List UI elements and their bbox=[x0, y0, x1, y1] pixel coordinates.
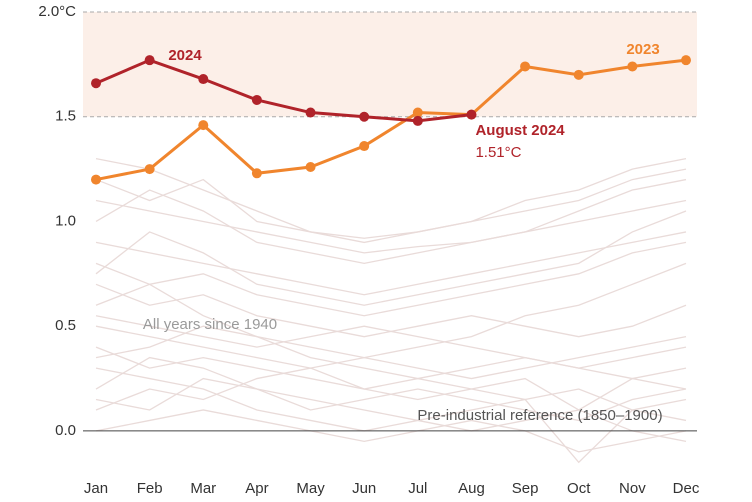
data-point bbox=[466, 109, 477, 120]
x-tick-label: Jul bbox=[408, 480, 427, 497]
data-point bbox=[359, 111, 370, 122]
data-point bbox=[412, 115, 423, 126]
background-line bbox=[95, 157, 687, 244]
x-tick-label: Feb bbox=[137, 480, 163, 497]
series-line bbox=[95, 58, 687, 182]
background-line bbox=[95, 325, 687, 380]
data-point bbox=[305, 162, 316, 172]
background-line bbox=[95, 367, 687, 432]
series-label: 2024 bbox=[168, 47, 202, 64]
background-line bbox=[95, 231, 687, 296]
x-tick-label: Jun bbox=[352, 480, 376, 497]
x-tick-label: Dec bbox=[673, 480, 700, 497]
background-line bbox=[95, 346, 687, 390]
data-point bbox=[681, 55, 691, 66]
y-tick-label: 0.0 bbox=[55, 422, 76, 439]
background-line bbox=[95, 241, 687, 317]
x-tick-label: Apr bbox=[245, 480, 268, 497]
background-line bbox=[95, 377, 687, 422]
data-point bbox=[627, 61, 638, 72]
background-line bbox=[95, 199, 687, 254]
data-point bbox=[359, 141, 370, 152]
threshold-band bbox=[83, 12, 697, 117]
background-line bbox=[95, 178, 687, 265]
series-label: 2023 bbox=[626, 41, 659, 58]
data-point bbox=[305, 107, 316, 118]
x-tick-label: Sep bbox=[512, 480, 539, 497]
background-line bbox=[95, 315, 687, 369]
y-tick-label: 1.0 bbox=[55, 212, 76, 229]
x-tick-label: May bbox=[296, 480, 325, 497]
data-point bbox=[91, 174, 101, 185]
data-point bbox=[412, 107, 423, 118]
background-line bbox=[95, 409, 687, 453]
data-point bbox=[251, 94, 262, 105]
x-tick-label: Jan bbox=[84, 480, 108, 497]
background-line bbox=[95, 367, 687, 443]
data-point bbox=[144, 164, 155, 175]
background-line bbox=[95, 210, 687, 306]
data-point bbox=[198, 74, 209, 85]
background-label: All years since 1940 bbox=[143, 316, 277, 333]
data-point bbox=[520, 61, 531, 72]
annotation-title: August 2024 bbox=[475, 122, 565, 139]
x-tick-label: Mar bbox=[190, 480, 216, 497]
background-line bbox=[95, 157, 687, 239]
series-line bbox=[95, 58, 472, 123]
data-point bbox=[144, 55, 155, 66]
data-point bbox=[91, 78, 101, 89]
reference-label: Pre-industrial reference (1850–1900) bbox=[417, 407, 662, 424]
x-tick-label: Aug bbox=[458, 480, 485, 497]
data-point bbox=[198, 120, 209, 131]
background-line bbox=[95, 262, 687, 359]
value-label: 1.51°C bbox=[475, 144, 521, 161]
x-tick-label: Oct bbox=[567, 480, 591, 497]
y-tick-label: 0.5 bbox=[55, 317, 76, 334]
background-line bbox=[95, 356, 687, 432]
y-tick-label: 2.0°C bbox=[38, 3, 76, 20]
data-point bbox=[251, 168, 262, 179]
y-tick-label: 1.5 bbox=[55, 108, 76, 125]
data-point bbox=[573, 69, 584, 80]
x-tick-label: Nov bbox=[619, 480, 646, 497]
background-line bbox=[95, 325, 687, 464]
